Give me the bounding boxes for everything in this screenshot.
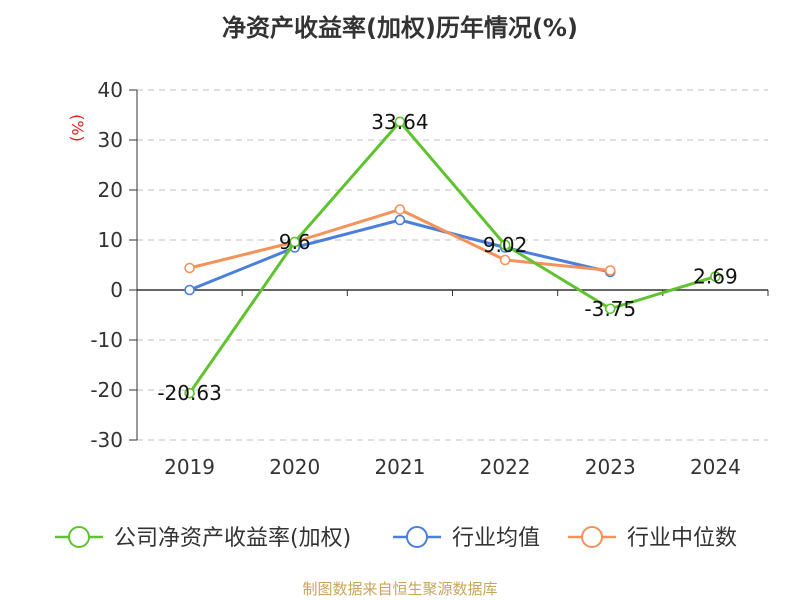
axes: 40 30 20 10 0 -10 -20 -30 2019 2020 2021 2022 2023 20… — [68, 78, 769, 479]
y-tick-label: 40 — [98, 78, 123, 102]
legend-swatch-marker — [406, 526, 428, 548]
data-point — [710, 271, 721, 282]
legend: 公司净资产收益率(加权) 行业均值 行业中位数 — [55, 526, 737, 551]
data-point — [604, 265, 616, 276]
data-label: 9.02 — [483, 233, 528, 257]
data-point — [289, 236, 301, 248]
y-tick-label: 30 — [98, 128, 123, 152]
legend-swatch-marker — [581, 526, 603, 548]
data-label: 2.69 — [693, 265, 738, 289]
series-line — [188, 120, 716, 395]
data-labels: -20.63 9.6 33.64 9.02 -3.75 2.69 — [157, 110, 737, 405]
x-tick-label: 2020 — [269, 455, 320, 479]
data-label: 33.64 — [371, 110, 428, 134]
x-tick-label: 2019 — [164, 455, 215, 479]
legend-label: 公司净资产收益率(加权) — [114, 526, 351, 551]
data-point — [394, 204, 406, 215]
data-point — [184, 387, 195, 399]
data-point — [184, 284, 195, 296]
data-point — [499, 254, 511, 266]
legend-label: 行业均值 — [452, 526, 540, 551]
x-tick-label: 2024 — [690, 455, 741, 479]
data-point — [604, 303, 616, 315]
data-point — [499, 239, 511, 251]
legend-swatch-marker — [68, 526, 90, 548]
x-tick-label: 2022 — [480, 455, 531, 479]
data-point — [184, 262, 195, 274]
data-point — [394, 116, 406, 128]
y-axis-label: (%) — [68, 114, 87, 142]
y-tick-label: -20 — [90, 378, 123, 402]
legend-item: 行业均值 — [393, 526, 540, 551]
grid-lines — [137, 89, 768, 441]
data-label: -3.75 — [584, 297, 636, 321]
source-note: 制图数据来自恒生聚源数据库 — [302, 580, 498, 598]
legend-label: 行业中位数 — [627, 526, 737, 551]
y-tick-label: 0 — [110, 278, 123, 302]
data-label: 9.6 — [279, 230, 311, 254]
y-tick-label: -30 — [90, 428, 123, 452]
chart-title: 净资产收益率(加权)历年情况(%) — [222, 14, 578, 42]
data-label: -20.63 — [157, 381, 221, 405]
legend-item: 公司净资产收益率(加权) — [55, 526, 351, 551]
series-line — [189, 218, 611, 292]
y-tick-label: -10 — [90, 328, 123, 352]
x-tick-label: 2023 — [585, 455, 636, 479]
data-point — [394, 214, 406, 226]
legend-item: 行业中位数 — [568, 526, 737, 551]
x-tick-label: 2021 — [374, 455, 425, 479]
y-tick-label: 10 — [98, 228, 123, 252]
y-tick-label: 20 — [98, 178, 123, 202]
series-group — [184, 116, 721, 399]
